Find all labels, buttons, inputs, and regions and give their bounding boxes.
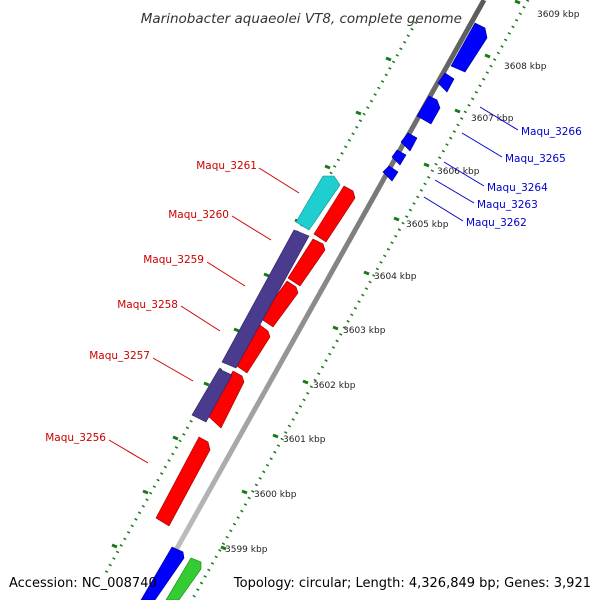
major-tick — [263, 272, 270, 278]
scale-label: 3601 kbp — [283, 435, 326, 445]
gene-label-maqu-3260[interactable]: Maqu_3260 — [168, 209, 229, 221]
gene-maqu-3264[interactable] — [416, 95, 441, 125]
inner-tick-track — [102, 21, 418, 577]
leader-line-3257 — [152, 357, 194, 382]
major-tick — [172, 435, 179, 441]
gene-label-maqu-3266[interactable]: Maqu_3266 — [521, 126, 582, 138]
scale-label: 3605 kbp — [406, 220, 449, 230]
genome-summary-text: Topology: circular; Length: 4,326,849 bp… — [233, 576, 591, 591]
leader-line-3262 — [423, 196, 464, 222]
major-tick — [332, 325, 339, 331]
gene-label-maqu-3261[interactable]: Maqu_3261 — [196, 160, 257, 172]
gene-maqu-3260-purple[interactable] — [221, 229, 310, 369]
leader-line-3263 — [434, 179, 475, 204]
major-tick — [142, 489, 149, 495]
gene-label-maqu-3259[interactable]: Maqu_3259 — [143, 254, 204, 266]
accession-text: Accession: NC_008740 — [9, 576, 157, 591]
major-tick — [203, 381, 210, 387]
major-tick — [241, 489, 248, 495]
major-tick — [111, 543, 118, 549]
gene-maqu-3261[interactable] — [313, 185, 356, 243]
gene-maqu-3261-cyan[interactable] — [295, 175, 341, 231]
gene-maqu-3263[interactable] — [400, 132, 418, 152]
scale-label: 3599 kbp — [225, 545, 268, 555]
scale-label: 3609 kbp — [537, 10, 580, 20]
gene-maqu-3256[interactable] — [155, 436, 211, 527]
leader-line-3258 — [180, 305, 221, 332]
gene-maqu-3260[interactable] — [287, 238, 326, 287]
major-tick — [220, 545, 227, 551]
leader-line-3256 — [108, 439, 149, 464]
major-tick — [272, 433, 279, 439]
scale-label: 3604 kbp — [374, 272, 417, 282]
gene-label-maqu-3256[interactable]: Maqu_3256 — [45, 432, 106, 444]
gene-maqu-3257-purple[interactable] — [191, 368, 233, 423]
major-tick — [423, 162, 430, 168]
scale-label: 3600 kbp — [254, 490, 297, 500]
major-tick — [233, 327, 240, 333]
major-tick — [454, 108, 461, 114]
major-tick — [363, 270, 370, 276]
gene-maqu-3262[interactable] — [382, 165, 399, 182]
major-tick — [302, 379, 309, 385]
gene-blue-bottom[interactable] — [140, 546, 185, 600]
gene-label-maqu-3264[interactable]: Maqu_3264 — [487, 182, 548, 194]
gene-label-maqu-3262[interactable]: Maqu_3262 — [466, 217, 527, 229]
major-tick — [514, 0, 521, 5]
scale-label: 3607 kbp — [471, 114, 514, 124]
scale-label: 3602 kbp — [313, 381, 356, 391]
gene-green-bottom[interactable] — [165, 557, 202, 600]
leader-line-3264 — [443, 161, 485, 187]
gene-maqu-3265[interactable] — [437, 72, 455, 93]
gene-maqu-3266[interactable] — [450, 22, 488, 73]
gene-maqu-3259[interactable] — [259, 280, 299, 328]
scale-label: 3608 kbp — [504, 62, 547, 72]
leader-line-3260 — [231, 215, 272, 241]
genome-backbone — [145, 0, 487, 600]
gene-label-maqu-3257[interactable]: Maqu_3257 — [89, 350, 150, 362]
gene-label-maqu-3263[interactable]: Maqu_3263 — [477, 199, 538, 211]
map-title: Marinobacter aquaeolei VT8, complete gen… — [141, 11, 462, 27]
gene-label-maqu-3258[interactable]: Maqu_3258 — [117, 299, 178, 311]
leader-line-3259 — [206, 261, 246, 287]
leader-line-3261 — [258, 167, 300, 194]
major-tick — [385, 56, 392, 62]
gene-maqu-3263b[interactable] — [391, 149, 407, 166]
major-tick — [324, 164, 331, 170]
scale-label: 3606 kbp — [437, 167, 480, 177]
major-tick — [393, 216, 400, 222]
scale-label: 3603 kbp — [343, 326, 386, 336]
leader-line-3266 — [479, 106, 519, 131]
gene-label-maqu-3265[interactable]: Maqu_3265 — [505, 153, 566, 165]
major-tick — [355, 110, 362, 116]
outer-tick-track — [190, 0, 530, 600]
major-tick — [484, 53, 491, 59]
leader-line-3265 — [461, 132, 503, 158]
